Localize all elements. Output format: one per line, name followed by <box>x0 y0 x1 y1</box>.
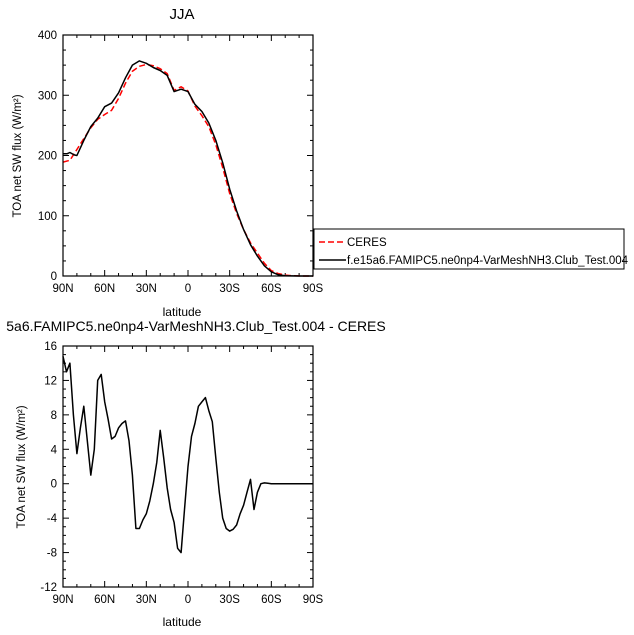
bottom-chart-ytick-label: 4 <box>51 444 58 456</box>
legend-box <box>313 228 625 270</box>
bottom-chart-ytick-label: 8 <box>51 410 57 422</box>
top-chart-frame <box>62 34 314 277</box>
bottom-chart-xtick-label: 0 <box>185 594 191 606</box>
top-chart-ticks: 90N 60N 30N 0 30S 60S 90S 0 100 200 300 400 <box>38 30 324 295</box>
legend-label-model: f.e15a6.FAMIPC5.ne0np4-VarMeshNH3.Club_T… <box>347 255 629 267</box>
legend-label-ceres: CERES <box>347 237 387 249</box>
top-chart-ytick-label: 100 <box>38 211 57 223</box>
bottom-chart-panel: 5a6.FAMIPC5.ne0np4-VarMeshNH3.Club_Test.… <box>6 318 385 629</box>
top-chart-ylabel: TOA net SW flux (W/m²) <box>12 94 24 217</box>
bottom-chart-frame <box>62 345 314 588</box>
top-chart-ytick-label: 400 <box>38 30 57 42</box>
bottom-chart-series-line-0 <box>62 356 313 554</box>
bottom-chart-ytick-label: 0 <box>51 479 57 491</box>
top-chart-panel: JJA 90N 60N 30N 0 30S 60S 90S 0 100 200 300 400 lat… <box>12 6 324 319</box>
bottom-chart-xtick-label: 30S <box>219 594 240 606</box>
bottom-chart-title: 5a6.FAMIPC5.ne0np4-VarMeshNH3.Club_Test.… <box>6 318 385 334</box>
top-chart-series <box>62 60 313 277</box>
bottom-chart-ytick-label: 16 <box>44 341 57 353</box>
top-chart-xtick-label: 90S <box>303 283 324 295</box>
bottom-chart-xlabel: latitude <box>163 615 202 629</box>
bottom-chart-ytick-label: -12 <box>40 582 57 594</box>
bottom-chart-series <box>62 356 313 554</box>
bottom-chart-ticks: 90N 60N 30N 0 30S 60S 90S -12 -8 -4 0 4 8 12 16 <box>40 341 323 606</box>
bottom-chart-xtick-label: 90N <box>52 594 73 606</box>
bottom-chart-ytick-label: -4 <box>47 513 58 525</box>
top-chart-legend: CERES f.e15a6.FAMIPC5.ne0np4-VarMeshNH3.… <box>313 228 629 270</box>
top-chart-title: JJA <box>169 6 194 23</box>
top-chart-xtick-label: 30S <box>219 283 240 295</box>
top-chart-xtick-label: 60S <box>261 283 282 295</box>
top-chart-xtick-label: 60N <box>94 283 115 295</box>
top-chart-ytick-label: 300 <box>38 90 57 102</box>
bottom-chart-xtick-label: 30N <box>136 594 157 606</box>
bottom-chart-xtick-label: 90S <box>303 594 324 606</box>
bottom-chart-ytick-label: 12 <box>44 375 57 387</box>
top-chart-ytick-label: 0 <box>51 271 57 283</box>
top-chart-xtick-label: 30N <box>136 283 157 295</box>
bottom-chart-ylabel: TOA net SW flux (W/m²) <box>16 405 28 528</box>
bottom-chart-ytick-label: -8 <box>47 548 57 560</box>
top-chart-xlabel: latitude <box>163 305 202 319</box>
top-chart-xtick-label: 0 <box>185 283 191 295</box>
top-chart-series-line-f-e15a6-famipc5-ne0np4-varmeshnh3-club-t <box>63 60 313 277</box>
bottom-chart-xtick-label: 60N <box>94 594 115 606</box>
top-chart-xtick-label: 90N <box>52 283 73 295</box>
bottom-chart-xtick-label: 60S <box>261 594 282 606</box>
top-chart-ytick-label: 200 <box>38 151 57 163</box>
top-chart-series-line-ceres <box>62 63 313 277</box>
